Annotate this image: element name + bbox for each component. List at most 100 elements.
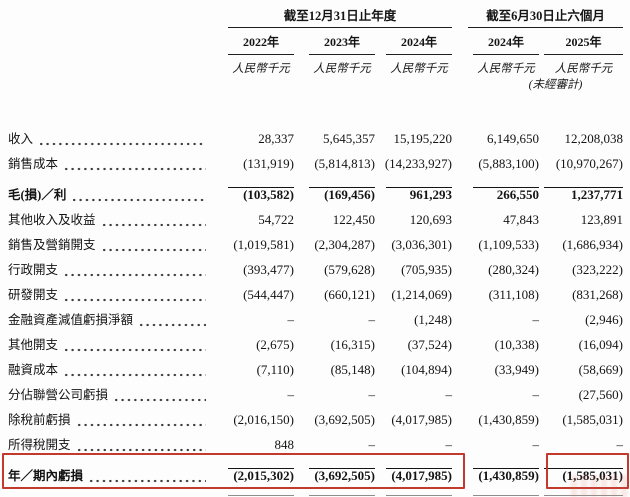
currency-unit-label: 人民幣千元: [313, 63, 371, 75]
value-cell: 15,195,220: [393, 131, 453, 146]
dot-leader: [63, 292, 206, 302]
column-group-annual: 截至12月31日止年度: [210, 5, 452, 28]
row-cost-of-sales: 銷售成本 (131,919) (5,814,813) (14,233,927) …: [8, 150, 623, 175]
highlight-box-2025-loss: [546, 453, 629, 489]
row-label: 銷售成本: [8, 157, 59, 171]
value-cell: (393,477): [243, 262, 294, 277]
dot-leader: [75, 442, 206, 452]
currency-unit-label: 人民幣千元: [554, 63, 613, 75]
value-cell: (2,016,150): [233, 412, 294, 427]
value-cell: (1,248): [414, 312, 452, 327]
value-cell: (4,017,985): [391, 468, 452, 483]
value-cell: (705,935): [401, 262, 452, 277]
rule-double: [8, 487, 623, 497]
value-cell: –: [616, 437, 624, 452]
value-cell: (1,430,859): [478, 412, 539, 427]
value-cell: (10,970,267): [555, 156, 623, 171]
dot-leader: [88, 473, 206, 483]
dot-leader: [138, 317, 206, 327]
row-label: 金融資產減值虧損淨額: [8, 313, 134, 327]
value-cell: –: [532, 387, 540, 402]
value-cell: (831,268): [572, 287, 623, 302]
value-cell: 47,843: [503, 212, 539, 227]
value-cell: (5,814,813): [314, 156, 375, 171]
value-cell: 961,293: [409, 187, 452, 202]
value-cell: (5,883,100): [478, 156, 539, 171]
row-label: 融資成本: [8, 363, 59, 377]
unaudited-note-row: (未經審計): [8, 76, 623, 92]
value-cell: (2,015,302): [233, 468, 294, 483]
value-cell: (311,108): [488, 287, 539, 302]
rule-single: [8, 175, 623, 188]
year-header-2022: 2022年: [228, 33, 294, 55]
value-cell: (3,692,505): [314, 468, 375, 483]
currency-unit-label: 人民幣千元: [390, 63, 448, 75]
currency-unit-label: 人民幣千元: [232, 63, 290, 75]
value-cell: 1,237,771: [571, 187, 623, 202]
rule-single: [8, 456, 623, 469]
year-header-row: 2022年 2023年 2024年 2024年 2025年: [8, 28, 623, 55]
value-cell: –: [532, 437, 540, 452]
value-cell: (131,919): [243, 156, 294, 171]
row-label: 研發開支: [8, 288, 59, 302]
value-cell: (1,585,031): [562, 412, 623, 427]
row-label: 行政開支: [8, 263, 59, 277]
value-cell: (1,214,069): [391, 287, 452, 302]
row-label: 分佔聯營公司虧損: [8, 388, 109, 402]
value-cell: –: [445, 387, 453, 402]
value-cell: –: [287, 312, 295, 327]
year-header-2024: 2024年: [386, 33, 452, 55]
value-cell: (16,315): [330, 337, 375, 352]
value-cell: (3,036,301): [391, 237, 452, 252]
value-cell: (323,222): [572, 262, 623, 277]
value-cell: (16,094): [578, 337, 623, 352]
value-cell: (280,324): [488, 262, 539, 277]
column-group-interim: 截至6月30日止六個月: [452, 5, 623, 28]
value-cell: –: [287, 387, 295, 402]
value-cell: (169,456): [324, 187, 375, 202]
value-cell: (10,338): [494, 337, 539, 352]
value-cell: (2,304,287): [314, 237, 375, 252]
value-cell: (14,233,927): [384, 156, 452, 171]
value-cell: (4,017,985): [391, 412, 452, 427]
dot-leader: [100, 217, 206, 227]
currency-unit-row: 人民幣千元 人民幣千元 人民幣千元 人民幣千元 人民幣千元: [8, 55, 623, 76]
value-cell: 123,891: [580, 212, 623, 227]
row-label: 除稅前虧損: [8, 413, 71, 427]
value-cell: (37,524): [407, 337, 452, 352]
row-loss-before-tax: 除稅前虧損 (2,016,150) (3,692,505) (4,017,985…: [8, 406, 623, 431]
value-cell: (2,946): [585, 312, 623, 327]
year-header-2024-interim: 2024年: [473, 33, 539, 55]
row-label: 毛(損)／利: [8, 188, 67, 202]
dot-leader: [100, 242, 206, 252]
highlight-box-annual-loss: [2, 453, 465, 489]
dot-leader: [63, 267, 206, 277]
value-cell: (3,692,505): [314, 412, 375, 427]
column-group-header-row: 截至12月31日止年度 截至6月30日止六個月: [8, 6, 623, 28]
dot-leader: [75, 417, 206, 427]
value-cell: –: [532, 312, 540, 327]
value-cell: 6,149,650: [487, 131, 539, 146]
value-cell: (104,894): [401, 362, 452, 377]
value-cell: –: [368, 312, 376, 327]
column-group-interim-label: 截至6月30日止六個月: [468, 5, 623, 28]
row-selling-marketing-expenses: 銷售及營銷開支 (1,019,581) (2,304,287) (3,036,3…: [8, 231, 623, 256]
row-label: 其他開支: [8, 338, 59, 352]
row-gross-loss-profit: 毛(損)／利 (103,582) (169,456) 961,293 266,5…: [8, 181, 623, 206]
value-cell: (660,121): [324, 287, 375, 302]
row-label: 收入: [8, 132, 34, 146]
value-cell: (33,949): [494, 362, 539, 377]
row-label: 銷售及營銷開支: [8, 238, 96, 252]
dot-leader: [113, 392, 206, 402]
currency-unit-label: 人民幣千元: [477, 63, 535, 75]
dot-leader: [71, 192, 206, 202]
value-cell: 122,450: [332, 212, 375, 227]
row-label: 所得稅開支: [8, 438, 71, 452]
value-cell: –: [368, 387, 376, 402]
row-share-of-losses-of-associates: 分佔聯營公司虧損 – – – – (27,560): [8, 381, 623, 406]
value-cell: (7,110): [256, 362, 294, 377]
row-income-tax-expense: 所得稅開支 848 – – – –: [8, 431, 623, 456]
value-cell: (58,669): [578, 362, 623, 377]
year-header-2023: 2023年: [309, 33, 375, 55]
